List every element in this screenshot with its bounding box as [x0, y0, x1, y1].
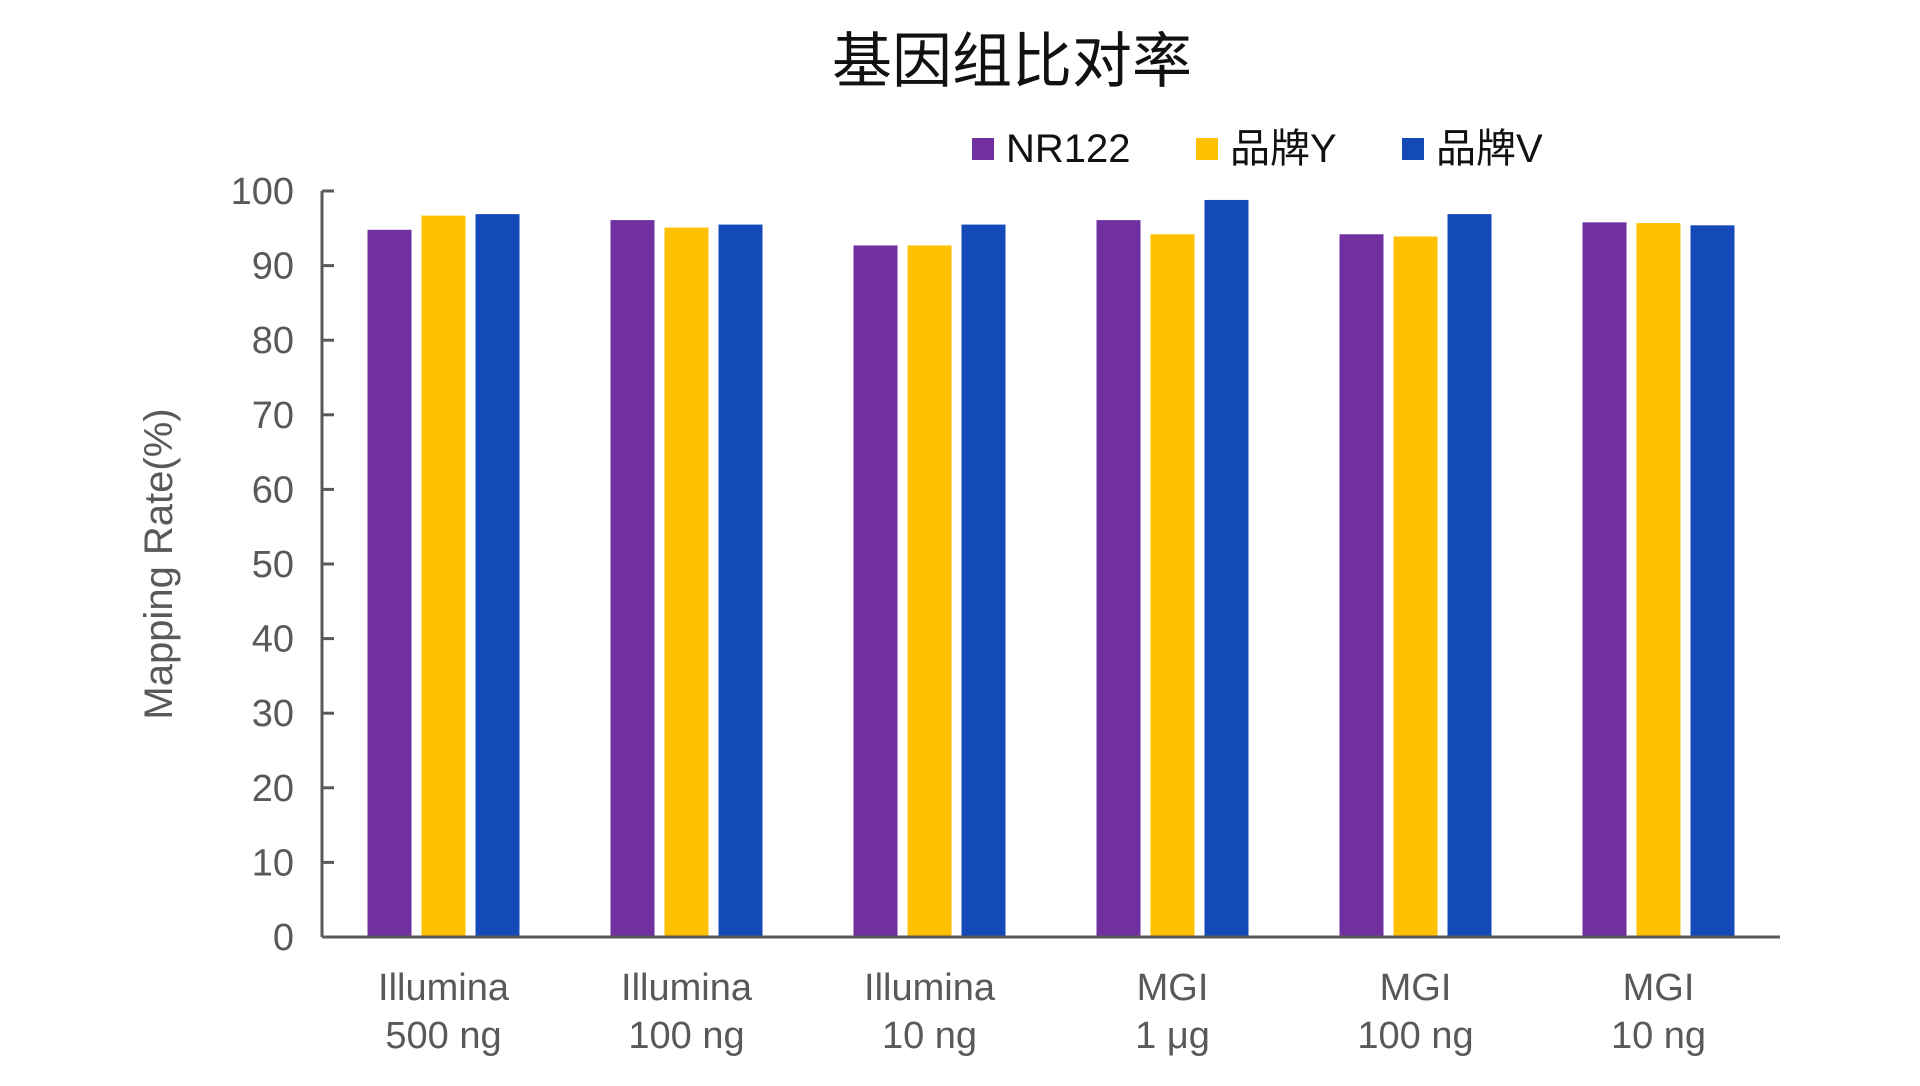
bar-1-2 [610, 220, 655, 937]
y-tick-label: 10 [252, 842, 294, 884]
bar-3-5 [1447, 214, 1492, 938]
bar-1-4 [1096, 220, 1141, 937]
x-tick-label: MGI 10 ng [1611, 967, 1706, 1057]
bars [367, 199, 1735, 938]
y-tick-label: 40 [252, 619, 294, 661]
bar-3-2 [718, 224, 763, 937]
bar-3-3 [961, 224, 1006, 937]
legend-label-1: NR122 [1006, 127, 1131, 171]
bar-2-1 [421, 215, 466, 938]
y-tick-label: 20 [252, 768, 294, 810]
legend-swatch-1 [972, 138, 994, 160]
y-tick-label: 30 [252, 693, 294, 735]
bar-3-1 [475, 214, 520, 938]
bar-2-4 [1150, 234, 1195, 937]
bar-3-6 [1690, 225, 1735, 938]
x-tick-label: Illumina 100 ng [621, 967, 753, 1057]
bar-1-6 [1582, 222, 1627, 937]
y-tick-label: 50 [252, 544, 294, 586]
y-tick-label: 60 [252, 469, 294, 511]
bar-1-5 [1339, 234, 1384, 937]
x-tick-label: Illumina 500 ng [378, 967, 510, 1057]
x-tick-label: Illumina 10 ng [864, 967, 996, 1057]
x-tick-label: MGI 1 μg [1135, 967, 1210, 1057]
y-tick-label: 0 [273, 917, 294, 959]
y-tick-label: 70 [252, 395, 294, 437]
legend-label-2: 品牌Y [1230, 127, 1337, 171]
bar-1-3 [853, 245, 898, 937]
bar-2-5 [1393, 236, 1438, 938]
legend: NR122 品牌Y 品牌V [972, 127, 1543, 171]
y-tick-label: 80 [252, 320, 294, 362]
legend-label-3: 品牌V [1436, 127, 1543, 171]
x-axis: Illumina 500 ng Illumina 100 ng Illumina 10 n… [322, 935, 1780, 1057]
legend-swatch-3 [1402, 138, 1424, 160]
legend-swatch-2 [1196, 138, 1218, 160]
bar-3-4 [1204, 199, 1249, 937]
bar-2-6 [1636, 223, 1681, 937]
y-tick-label: 90 [252, 246, 294, 288]
chart-title: 基因组比对率 [832, 28, 1192, 95]
y-axis: 0 10 20 30 40 50 60 70 80 90 100 [231, 171, 334, 959]
bar-2-3 [907, 245, 952, 937]
y-axis-label: Mapping Rate(%) [137, 408, 181, 719]
bar-2-2 [664, 227, 709, 937]
x-tick-label: MGI 100 ng [1357, 967, 1473, 1057]
bar-1-1 [367, 229, 412, 938]
y-tick-label: 100 [231, 171, 294, 213]
